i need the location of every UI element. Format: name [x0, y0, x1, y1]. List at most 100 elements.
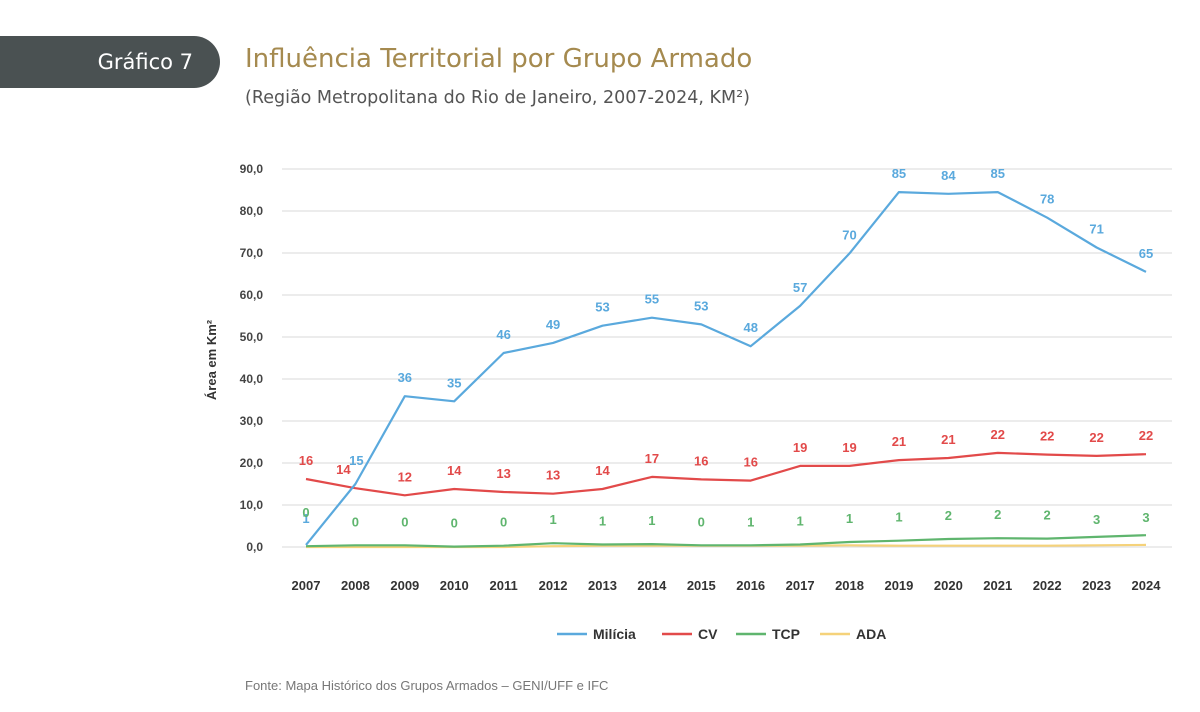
x-tick-label: 2023: [1082, 578, 1111, 593]
data-label: 2: [1044, 508, 1051, 523]
data-label: 13: [496, 466, 510, 481]
y-tick-label: 10,0: [240, 498, 264, 512]
legend-label: TCP: [772, 626, 800, 642]
data-label: 70: [842, 227, 856, 242]
series-line-tcp: [305, 534, 1147, 548]
x-tick-label: 2014: [637, 578, 667, 593]
data-label: 48: [743, 320, 757, 335]
data-label: 1: [797, 513, 804, 528]
data-label: 14: [447, 463, 462, 478]
data-label: 19: [842, 440, 856, 455]
x-tick-label: 2015: [687, 578, 716, 593]
x-tick-label: 2022: [1033, 578, 1062, 593]
y-tick-label: 40,0: [240, 372, 264, 386]
y-tick-label: 80,0: [240, 204, 264, 218]
data-label: 1: [747, 514, 754, 529]
x-tick-label: 2024: [1132, 578, 1162, 593]
data-label: 0: [352, 514, 359, 529]
data-label: 21: [941, 432, 955, 447]
data-label: 49: [546, 317, 560, 332]
data-labels: 1 15 36 35 46 49 53 55 53 48 57 70 85 84 85 78 71 65 16 14 1…: [299, 166, 1153, 530]
data-label: 36: [398, 370, 412, 385]
source-note: Fonte: Mapa Histórico dos Grupos Armados…: [245, 678, 609, 693]
data-label: 55: [645, 292, 659, 307]
y-tick-label: 20,0: [240, 456, 264, 470]
data-label: 2: [945, 508, 952, 523]
x-tick-label: 2021: [983, 578, 1012, 593]
data-label: 35: [447, 375, 461, 390]
x-tick-label: 2010: [440, 578, 469, 593]
series-layer: [305, 191, 1147, 549]
chart-subtitle: (Região Metropolitana do Rio de Janeiro,…: [245, 88, 750, 108]
data-label: 53: [595, 300, 609, 315]
data-label: 22: [1139, 428, 1153, 443]
data-label: 53: [694, 298, 708, 313]
data-label: 22: [1040, 429, 1054, 444]
data-label: 84: [941, 168, 956, 183]
data-label: 78: [1040, 192, 1054, 207]
data-label: 2: [994, 507, 1001, 522]
data-label: 12: [398, 469, 412, 484]
series-line-mil-cia: [305, 191, 1147, 546]
chart-number-badge: Gráfico 7: [0, 36, 220, 88]
x-tick-label: 2012: [539, 578, 568, 593]
x-tick-label: 2013: [588, 578, 617, 593]
data-label: 3: [1142, 510, 1149, 525]
x-tick-label: 2017: [786, 578, 815, 593]
x-tick-label: 2020: [934, 578, 963, 593]
data-label: 16: [743, 455, 757, 470]
data-label: 0: [698, 514, 705, 529]
x-tick-label: 2018: [835, 578, 864, 593]
y-tick-label: 90,0: [240, 162, 264, 176]
data-label: 1: [648, 513, 655, 528]
data-label: 3: [1093, 512, 1100, 527]
data-label: 22: [1089, 430, 1103, 445]
data-label: 0: [500, 515, 507, 530]
data-label: 15: [349, 453, 363, 468]
x-axis-ticks: 2007 2008 2009 2010 2011 2012 2013 2014 2015 2016…: [292, 578, 1162, 593]
legend: Milícia CV TCP ADA: [557, 626, 886, 642]
chart-title: Influência Territorial por Grupo Armado: [245, 44, 753, 74]
data-label: 17: [645, 451, 659, 466]
y-tick-label: 60,0: [240, 288, 264, 302]
data-label: 19: [793, 440, 807, 455]
data-label: 46: [496, 327, 510, 342]
y-axis-label: Área em Km²: [204, 319, 219, 400]
x-tick-label: 2019: [884, 578, 913, 593]
data-label: 16: [694, 453, 708, 468]
data-label: 57: [793, 280, 807, 295]
data-label: 0: [302, 505, 309, 520]
badge-label: Gráfico 7: [97, 50, 193, 74]
x-tick-label: 2007: [292, 578, 321, 593]
legend-label: Milícia: [593, 626, 636, 642]
data-label: 1: [599, 513, 606, 528]
y-tick-label: 50,0: [240, 330, 264, 344]
y-tick-label: 70,0: [240, 246, 264, 260]
y-tick-label: 0,0: [246, 540, 263, 554]
data-label: 21: [892, 434, 906, 449]
x-tick-label: 2009: [390, 578, 419, 593]
x-tick-label: 2008: [341, 578, 370, 593]
legend-label: ADA: [856, 626, 886, 642]
data-label: 0: [451, 516, 458, 531]
legend-label: CV: [698, 626, 718, 642]
data-label: 85: [991, 166, 1005, 181]
data-label: 65: [1139, 246, 1153, 261]
x-tick-label: 2011: [490, 578, 518, 593]
data-label: 1: [846, 511, 853, 526]
y-tick-label: 30,0: [240, 414, 264, 428]
x-tick-label: 2016: [736, 578, 765, 593]
data-label: 16: [299, 453, 313, 468]
data-label: 13: [546, 468, 560, 483]
data-label: 14: [336, 462, 351, 477]
data-label: 14: [595, 463, 610, 478]
grid-layer: [282, 168, 1172, 548]
data-label: 71: [1089, 222, 1103, 237]
data-label: 1: [895, 510, 902, 525]
data-label: 85: [892, 166, 906, 181]
data-label: 22: [991, 427, 1005, 442]
series-line-cv: [305, 451, 1147, 497]
data-label: 1: [549, 512, 556, 527]
data-label: 1: [302, 511, 309, 526]
